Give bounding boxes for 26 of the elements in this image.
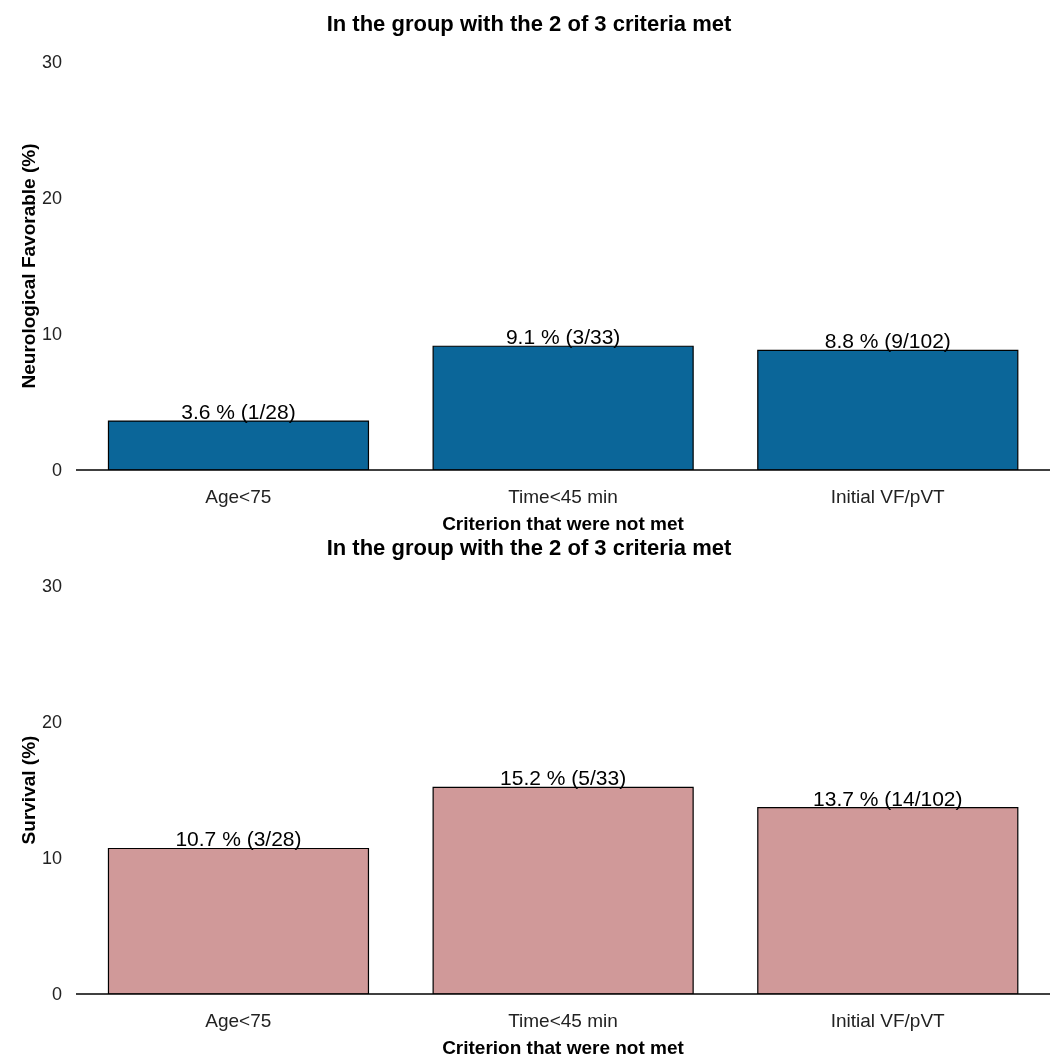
data-label: 9.1 % (3/33) xyxy=(505,325,621,349)
x-axis-title: Criterion that were not met xyxy=(442,513,685,534)
data-label: 13.7 % (14/102) xyxy=(813,786,963,810)
y-tick-label: 0 xyxy=(51,460,62,481)
chart-title: In the group with the 2 of 3 criteria met xyxy=(325,10,733,38)
y-axis-title: Survival (%) xyxy=(17,735,39,845)
y-axis-title: Neurological Favorable (%) xyxy=(17,143,39,389)
y-tick-label: 10 xyxy=(41,848,62,869)
y-tick-label: 10 xyxy=(41,324,62,345)
x-tick-label: Age<75 xyxy=(205,1010,272,1032)
x-tick-label: Time<45 min xyxy=(508,1010,618,1032)
y-tick-label: 20 xyxy=(41,188,62,209)
chart-title: In the group with the 2 of 3 criteria met xyxy=(326,535,732,560)
data-label: 8.8 % (9/102) xyxy=(824,329,951,353)
data-label: 15.2 % (5/33) xyxy=(500,766,627,790)
x-tick-label: Initial VF/pVT xyxy=(830,486,946,508)
x-tick-label: Initial VF/pVT xyxy=(830,1010,946,1032)
y-tick-label: 20 xyxy=(41,712,62,733)
y-tick-label: 30 xyxy=(41,52,62,73)
y-tick-label: 30 xyxy=(41,576,62,597)
y-tick-label: 0 xyxy=(51,984,62,1005)
data-label: 10.7 % (3/28) xyxy=(175,827,302,851)
x-tick-label: Time<45 min xyxy=(508,486,618,508)
x-tick-label: Age<75 xyxy=(205,486,272,508)
x-axis-title: Criterion that were not met xyxy=(442,1037,685,1058)
data-label: 3.6 % (1/28) xyxy=(181,400,296,424)
